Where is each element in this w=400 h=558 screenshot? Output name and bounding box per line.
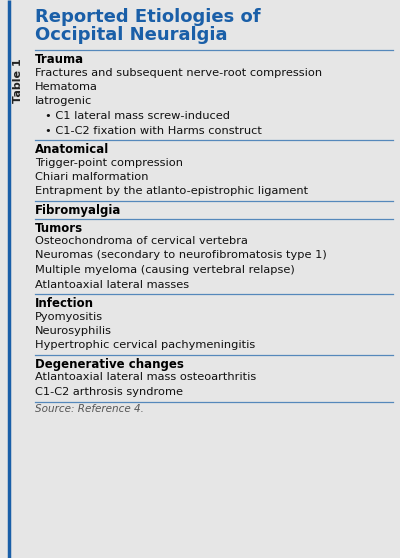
Text: Hypertrophic cervical pachymeningitis: Hypertrophic cervical pachymeningitis [35,340,255,350]
Text: Fractures and subsequent nerve-root compression: Fractures and subsequent nerve-root comp… [35,68,322,78]
Text: • C1 lateral mass screw-induced: • C1 lateral mass screw-induced [45,111,230,121]
Text: Table 1: Table 1 [13,58,23,103]
Text: Trigger-point compression: Trigger-point compression [35,157,183,167]
Text: Tumors: Tumors [35,222,83,234]
Text: Trauma: Trauma [35,53,84,66]
Text: Hematoma: Hematoma [35,82,98,92]
Text: Neurosyphilis: Neurosyphilis [35,326,112,336]
Text: Reported Etiologies of: Reported Etiologies of [35,8,261,26]
Text: Fibromyalgia: Fibromyalgia [35,204,121,217]
Text: Infection: Infection [35,297,94,310]
Text: Entrapment by the atlanto-epistrophic ligament: Entrapment by the atlanto-epistrophic li… [35,186,308,196]
Text: Source: Reference 4.: Source: Reference 4. [35,405,144,415]
Text: Neuromas (secondary to neurofibromatosis type 1): Neuromas (secondary to neurofibromatosis… [35,251,327,261]
Text: Chiari malformation: Chiari malformation [35,172,148,182]
Text: Pyomyositis: Pyomyositis [35,311,103,321]
Text: Osteochondroma of cervical vertebra: Osteochondroma of cervical vertebra [35,236,248,246]
Text: Atlantoaxial lateral masses: Atlantoaxial lateral masses [35,280,189,290]
Text: • C1-C2 fixation with Harms construct: • C1-C2 fixation with Harms construct [45,126,262,136]
Text: Occipital Neuralgia: Occipital Neuralgia [35,26,228,44]
Text: C1-C2 arthrosis syndrome: C1-C2 arthrosis syndrome [35,387,183,397]
Text: Degenerative changes: Degenerative changes [35,358,184,371]
Text: Atlantoaxial lateral mass osteoarthritis: Atlantoaxial lateral mass osteoarthritis [35,373,256,382]
Text: Anatomical: Anatomical [35,143,109,156]
Text: Multiple myeloma (causing vertebral relapse): Multiple myeloma (causing vertebral rela… [35,265,295,275]
Text: Iatrogenic: Iatrogenic [35,97,92,107]
